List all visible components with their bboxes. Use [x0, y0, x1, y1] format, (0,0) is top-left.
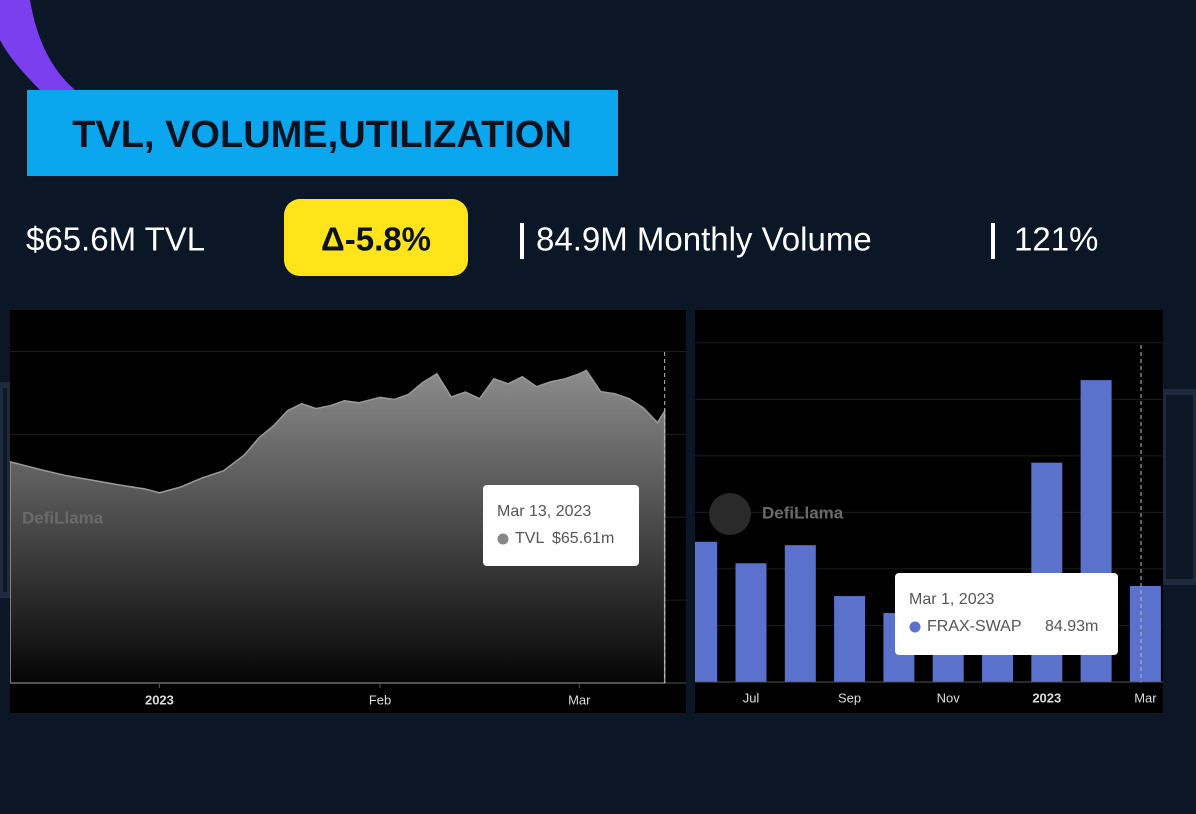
watermark: DefiLlama: [762, 503, 844, 522]
watermark-logo: [709, 493, 751, 535]
tooltip-value: 84.93m: [1045, 618, 1098, 635]
x-tick-label: Jul: [743, 690, 760, 705]
tvl-area: [10, 369, 666, 684]
stat-change: Δ-5.8%: [321, 221, 431, 258]
tooltip-date: Mar 13, 2023: [497, 503, 591, 520]
volume-chart: DefiLlama Jul Sep Nov 2023 Mar Mar 1, 2023 FRAX…: [695, 342, 1163, 705]
x-tick-label: Sep: [838, 690, 861, 705]
tvl-chart: 2023 Feb Mar DefiLlama Mar 13, 2023 TVL $65.61…: [10, 350, 686, 707]
x-tick-label: Feb: [369, 692, 391, 707]
bar: [834, 596, 866, 682]
watermark: DefiLlama: [22, 508, 104, 527]
x-tick-label: 2023: [145, 692, 174, 707]
bar: [695, 541, 718, 682]
x-tick-label: 2023: [1032, 690, 1061, 705]
bar: [1129, 585, 1161, 682]
x-tick-label: Mar: [1134, 690, 1157, 705]
change-pill: [284, 199, 468, 276]
tooltip-dot: [909, 621, 921, 633]
stat-tvl: $65.6M TVL: [26, 221, 205, 258]
stat-volume: 84.9M Monthly Volume: [536, 221, 872, 258]
tooltip-date: Mar 1, 2023: [909, 591, 994, 608]
title: TVL, VOLUME,UTILIZATION: [72, 114, 572, 156]
decor-arc: [0, 0, 75, 90]
bar: [735, 563, 767, 682]
title-box: [27, 90, 618, 176]
tooltip: [483, 485, 639, 566]
x-tick-label: Mar: [568, 692, 591, 707]
tooltip-series: TVL: [515, 530, 544, 547]
tooltip-series: FRAX-SWAP: [927, 618, 1022, 635]
tooltip-dot: [497, 533, 509, 545]
bar: [784, 545, 816, 682]
separator: [520, 223, 524, 259]
separator: [991, 223, 995, 259]
tooltip: [895, 573, 1118, 655]
stat-utilization: 121%: [1014, 221, 1098, 258]
tooltip-value: $65.61m: [552, 530, 614, 547]
x-tick-label: Nov: [937, 690, 961, 705]
